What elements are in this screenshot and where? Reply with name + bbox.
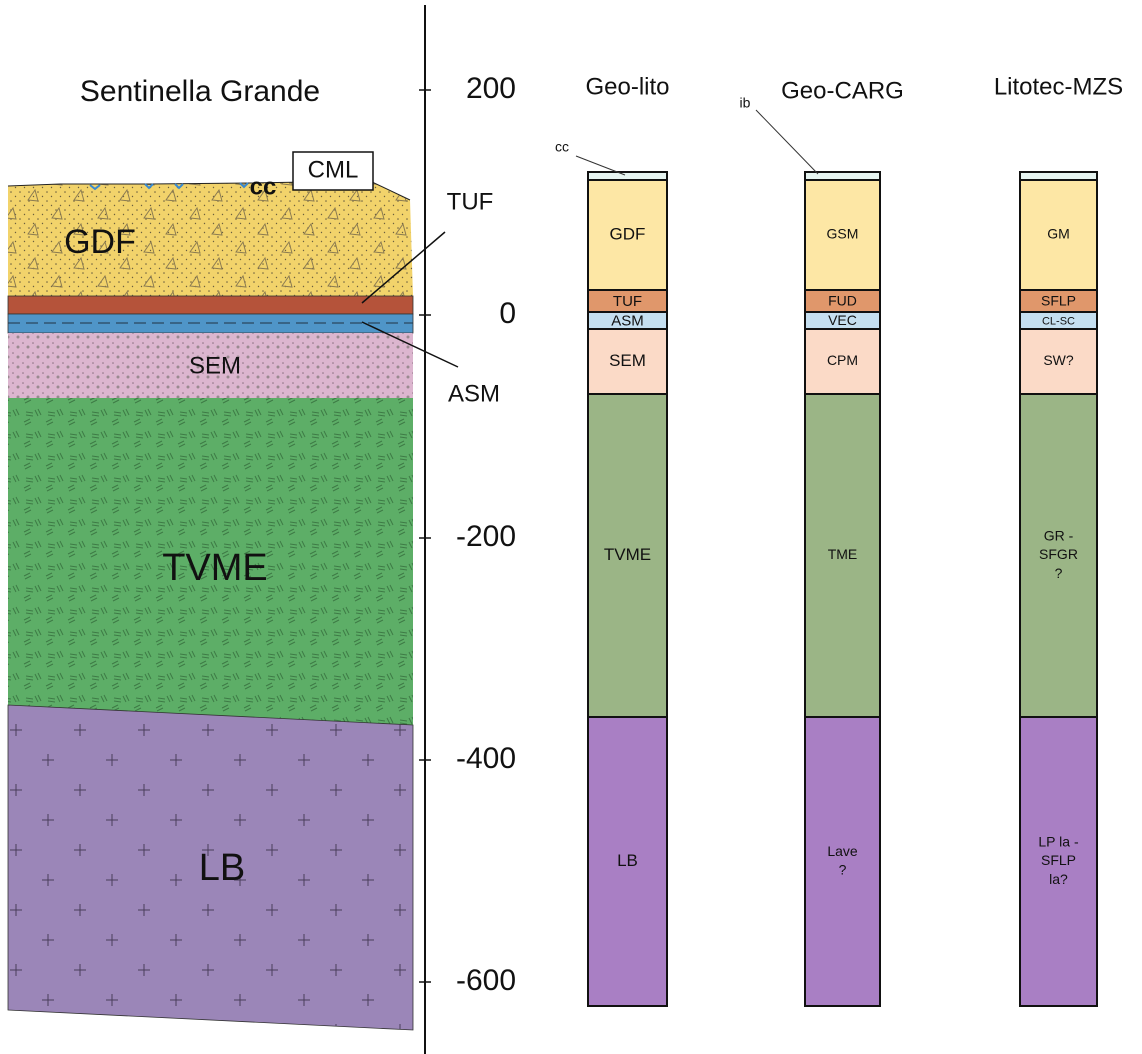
layer-label: LB	[617, 851, 638, 870]
top-layer	[588, 172, 667, 180]
layer-label: TVME	[162, 547, 268, 589]
layer-label: SFLP	[1041, 852, 1076, 868]
callout-label: ASM	[448, 380, 500, 407]
layer-label: ?	[1055, 565, 1063, 581]
layer-label: SEM	[609, 351, 646, 370]
layer-label: GDF	[64, 223, 136, 261]
tick-label: 0	[499, 297, 516, 330]
layer-label: Lave	[827, 843, 858, 859]
column-title: Litotec-MZS	[994, 73, 1123, 100]
tuf-layer	[8, 296, 413, 314]
top-label: cc	[555, 139, 569, 155]
layer-label: SW?	[1043, 352, 1074, 368]
layer-label: ASM	[611, 312, 644, 329]
layer-label: ?	[839, 862, 847, 878]
layer-label: la?	[1049, 871, 1068, 887]
top-label-line	[756, 110, 818, 174]
cross-section: Sentinella Grande CML cc GDF SEM TVME LB…	[8, 75, 500, 1030]
diagram: Sentinella Grande CML cc GDF SEM TVME LB…	[0, 0, 1142, 1054]
layer-label: CPM	[827, 352, 858, 368]
top-layer	[805, 172, 880, 180]
top-layer	[1020, 172, 1097, 180]
callout-label: TUF	[447, 188, 494, 215]
depth-scale: 200 0 -200 -400 -600	[419, 5, 516, 1054]
layer-label: SEM	[189, 352, 241, 379]
surface-label: cc	[250, 173, 277, 200]
layer-label: VEC	[828, 312, 857, 328]
layer-label: TME	[828, 546, 858, 562]
layer-label: LB	[199, 847, 245, 889]
layer-label: LP la -	[1038, 833, 1079, 849]
tick-label: -400	[456, 742, 516, 775]
column-title: Geo-lito	[585, 73, 669, 100]
layer-label: GR -	[1044, 527, 1074, 543]
layer-label: FUD	[828, 293, 857, 309]
layer-label: GM	[1047, 226, 1070, 242]
columns: Geo-lito cc GDF TUF ASM SEM TVME LB Geo-CARG ib GS…	[555, 73, 1123, 1006]
column-title: Geo-CARG	[781, 77, 904, 104]
layer-label: SFGR	[1039, 546, 1078, 562]
layer-label: CL-SC	[1042, 315, 1075, 327]
tick-label: 200	[466, 72, 516, 105]
top-label: ib	[740, 95, 751, 111]
section-code: CML	[308, 156, 359, 183]
layer-label: SFLP	[1041, 293, 1076, 309]
layer-label: TUF	[613, 293, 642, 310]
layer-label: TVME	[604, 545, 651, 564]
section-title: Sentinella Grande	[80, 75, 320, 108]
layer-label: GDF	[610, 224, 646, 243]
tick-label: -600	[456, 964, 516, 997]
layer-label: GSM	[827, 226, 859, 242]
tick-label: -200	[456, 520, 516, 553]
